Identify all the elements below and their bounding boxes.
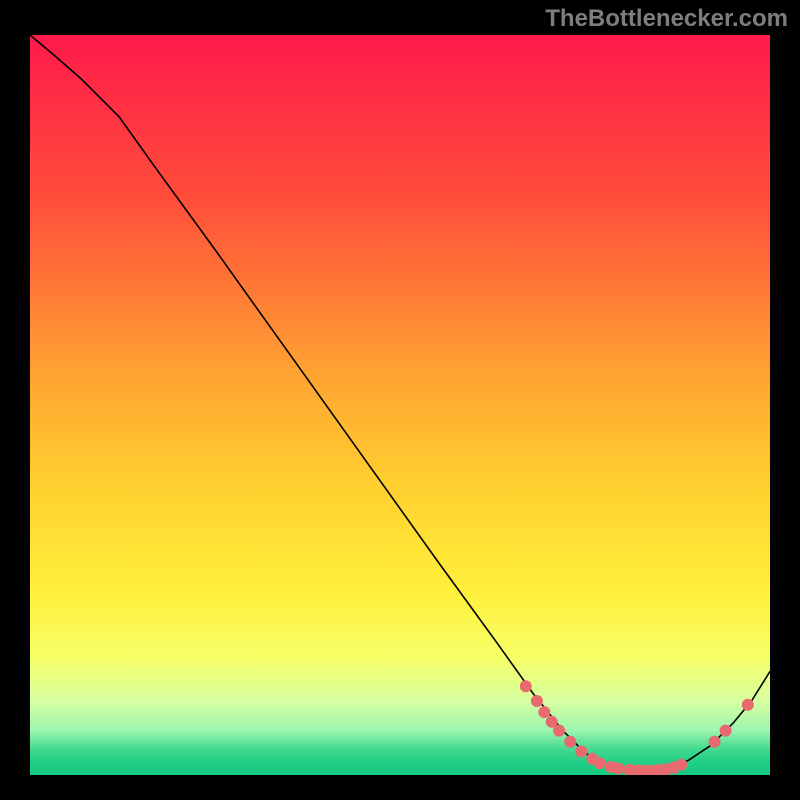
chart-container: TheBottlenecker.com (0, 0, 800, 800)
curve-marker (709, 736, 721, 748)
watermark-text: TheBottlenecker.com (545, 5, 788, 33)
curve-marker (720, 725, 732, 737)
curve-marker (675, 759, 687, 771)
curve-marker (531, 695, 543, 707)
curve-marker (538, 706, 550, 718)
curve-marker (594, 757, 606, 769)
curve-marker (520, 680, 532, 692)
curve-marker (575, 745, 587, 757)
curve-marker (612, 762, 624, 774)
bottleneck-curve-chart (0, 0, 800, 800)
curve-marker (564, 736, 576, 748)
plot-area (30, 35, 770, 777)
curve-marker (742, 699, 754, 711)
gradient-background (30, 35, 770, 775)
curve-marker (553, 725, 565, 737)
